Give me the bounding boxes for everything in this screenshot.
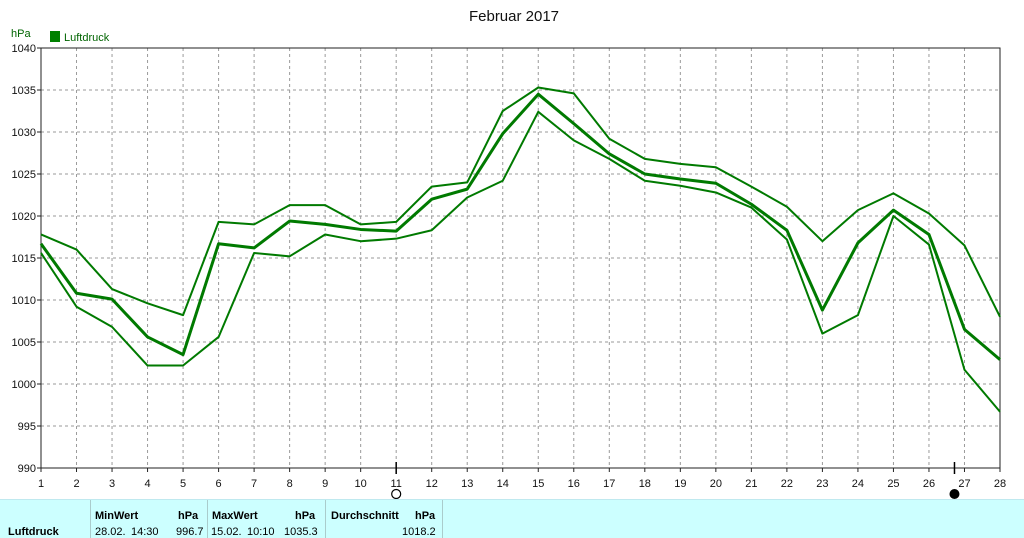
x-tick-label: 4 bbox=[144, 478, 150, 490]
x-tick-label: 3 bbox=[109, 478, 115, 490]
pressure-chart: Februar 2017 hPa Luftdruck 990 995 1000 100… bbox=[11, 8, 1006, 499]
y-tick-label: 1035 bbox=[12, 85, 36, 97]
avg-value: 1018.2 bbox=[402, 526, 436, 538]
max-value: 1035.3 bbox=[284, 526, 318, 538]
y-tick-label: 1015 bbox=[12, 253, 36, 265]
min-unit: hPa bbox=[178, 510, 199, 522]
x-tick-label: 6 bbox=[216, 478, 222, 490]
legend-label: Luftdruck bbox=[64, 32, 110, 44]
min-header: MinWert bbox=[95, 510, 139, 522]
y-tick-label: 1010 bbox=[12, 295, 36, 307]
y-tick-label: 1040 bbox=[12, 43, 36, 55]
min-date: 28.02. bbox=[95, 526, 126, 538]
y-tick-label: 1005 bbox=[12, 337, 36, 349]
x-tick-label: 12 bbox=[426, 478, 438, 490]
x-tick-label: 14 bbox=[497, 478, 509, 490]
y-tick-label: 1025 bbox=[12, 169, 36, 181]
y-tick-label: 995 bbox=[18, 421, 36, 433]
x-tick-label: 27 bbox=[958, 478, 970, 490]
x-tick-label: 18 bbox=[639, 478, 651, 490]
y-tick-label: 1000 bbox=[12, 379, 36, 391]
max-unit: hPa bbox=[295, 510, 316, 522]
x-tick-label: 20 bbox=[710, 478, 722, 490]
x-tick-label: 19 bbox=[674, 478, 686, 490]
x-tick-label: 9 bbox=[322, 478, 328, 490]
series-line-mean bbox=[39, 92, 1001, 361]
x-tick-label: 15 bbox=[532, 478, 544, 490]
x-tick-label: 22 bbox=[781, 478, 793, 490]
min-time: 14:30 bbox=[131, 526, 159, 538]
y-tick-label: 1020 bbox=[12, 211, 36, 223]
avg-header: Durchschnitt bbox=[331, 510, 399, 522]
series-group bbox=[39, 86, 1001, 413]
x-tick-label: 28 bbox=[994, 478, 1006, 490]
x-tick-label: 23 bbox=[816, 478, 828, 490]
y-tick-label: 1030 bbox=[12, 127, 36, 139]
marker-group bbox=[391, 462, 960, 499]
x-tick-label: 25 bbox=[887, 478, 899, 490]
x-tick-label: 8 bbox=[287, 478, 293, 490]
plot-frame bbox=[40, 47, 1001, 469]
y-tick-label: 990 bbox=[18, 463, 36, 475]
x-tick-label: 5 bbox=[180, 478, 186, 490]
min-value: 996.7 bbox=[176, 526, 204, 538]
x-tick-label: 16 bbox=[568, 478, 580, 490]
x-tick-label: 1 bbox=[38, 478, 44, 490]
y-axis-unit: hPa bbox=[11, 28, 31, 40]
x-tick-label: 26 bbox=[923, 478, 935, 490]
x-axis: 1 2 3 4 5 6 7 8 9 10 11 12 13 14 15 16 17 18 19 20 21 22 23 24 2… bbox=[38, 468, 1006, 490]
max-time: 10:10 bbox=[247, 526, 275, 538]
grid bbox=[41, 48, 1000, 468]
max-header: MaxWert bbox=[212, 510, 258, 522]
x-tick-label: 10 bbox=[355, 478, 367, 490]
series-line-max bbox=[40, 86, 1001, 318]
max-date: 15.02. bbox=[211, 526, 242, 538]
series-line-min bbox=[40, 110, 1001, 413]
chart-title: Februar 2017 bbox=[469, 8, 559, 25]
max-column: MaxWert hPa 15.02. 10:10 1035.3 bbox=[207, 500, 326, 538]
x-tick-label: 11 bbox=[390, 478, 401, 490]
filled-circle-marker bbox=[949, 489, 960, 499]
x-tick-label: 24 bbox=[852, 478, 864, 490]
avg-unit: hPa bbox=[415, 510, 436, 522]
x-tick-label: 2 bbox=[73, 478, 79, 490]
x-tick-label: 13 bbox=[461, 478, 473, 490]
stats-row-label: Luftdruck bbox=[8, 526, 59, 538]
y-axis: 990 995 1000 1005 1010 1015 1020 1025 1030 1035 10… bbox=[12, 43, 41, 475]
average-column: Durchschnitt hPa 1018.2 bbox=[325, 500, 443, 538]
legend-swatch bbox=[50, 31, 60, 42]
open-circle-marker bbox=[391, 488, 402, 499]
x-tick-label: 21 bbox=[745, 478, 757, 490]
statistics-panel: Luftdruck MinWert hPa 28.02. 14:30 996.7… bbox=[0, 499, 1024, 538]
min-column: MinWert hPa 28.02. 14:30 996.7 bbox=[90, 500, 206, 538]
x-tick-label: 7 bbox=[251, 478, 257, 490]
x-tick-label: 17 bbox=[603, 478, 615, 490]
